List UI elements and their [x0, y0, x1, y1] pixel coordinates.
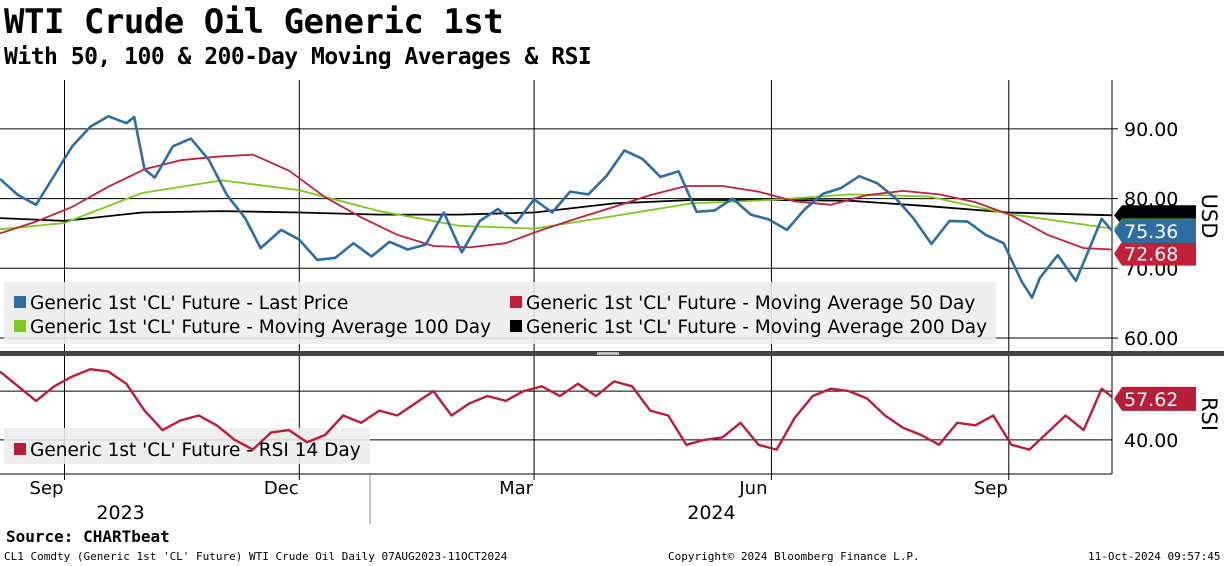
separator-grip[interactable]: [597, 352, 619, 355]
price-axis-title: USD: [1197, 194, 1221, 239]
legend-swatch: [14, 296, 26, 308]
legend-item-ma200: Generic 1st 'CL' Future - Moving Average…: [510, 317, 987, 338]
legend-label: Generic 1st 'CL' Future - Moving Average…: [30, 317, 491, 338]
year-label: 2023: [96, 502, 144, 524]
gridlines: [0, 80, 1112, 474]
ma100-line: [0, 179, 1113, 231]
x-tick-label: Jun: [738, 478, 767, 499]
y-tick-label: 80.00: [1124, 189, 1178, 211]
legend-label: Generic 1st 'CL' Future - Moving Average…: [526, 293, 975, 314]
x-tick-label: Dec: [264, 478, 299, 499]
rsi-axis-title: RSI: [1197, 397, 1221, 431]
rsi-line: [0, 368, 1113, 451]
legend-label: Generic 1st 'CL' Future - Moving Average…: [526, 317, 987, 338]
x-tick-label: Mar: [499, 478, 534, 499]
legend-label: Generic 1st 'CL' Future - RSI 14 Day: [30, 440, 361, 461]
legend-item-rsi: Generic 1st 'CL' Future - RSI 14 Day: [14, 440, 361, 461]
last-value-text: 57.62: [1124, 389, 1178, 411]
rsi-legend-box: [4, 428, 370, 464]
legend-swatch: [14, 443, 26, 455]
legend-swatch: [510, 296, 522, 308]
price-legend-box: [4, 282, 996, 344]
last-price-line: [0, 115, 1113, 299]
ma200-line: [0, 199, 1113, 222]
footer-copyright: Copyright© 2024 Bloomberg Finance L.P.: [668, 550, 920, 563]
footer-timestamp: 11-Oct-2024 09:57:45: [1088, 550, 1221, 563]
year-label: 2024: [687, 502, 735, 524]
rsi-tick-label: 40.00: [1124, 430, 1178, 452]
rsi-last-tag: 57.62: [1114, 386, 1196, 411]
legend-item-ma100: Generic 1st 'CL' Future - Moving Average…: [14, 317, 491, 338]
last-value-text: 75.36: [1124, 221, 1178, 243]
y-tick-label: 90.00: [1124, 119, 1178, 141]
last-price-tag: 75.36: [1114, 218, 1196, 243]
legend-item-ma50: Generic 1st 'CL' Future - Moving Average…: [510, 293, 975, 314]
y-tick-label: 60.00: [1124, 328, 1178, 350]
legend-swatch: [14, 320, 26, 332]
source-note: Source: CHARTbeat: [6, 527, 170, 546]
ma50-last-tag: 72.68: [1114, 241, 1196, 266]
x-tick-label: Sep: [30, 478, 64, 499]
last-value-text: 72.68: [1124, 244, 1178, 266]
legend-swatch: [510, 320, 522, 332]
footer-series-info: CL1 Comdty (Generic 1st 'CL' Future) WTI…: [4, 550, 508, 563]
ma50-line: [0, 153, 1113, 251]
legend-label: Generic 1st 'CL' Future - Last Price: [30, 293, 348, 314]
x-tick-label: Sep: [974, 478, 1008, 499]
legend-item-last-price: Generic 1st 'CL' Future - Last Price: [14, 293, 348, 314]
chart-title: WTI Crude Oil Generic 1st: [4, 2, 504, 42]
chart-subtitle: With 50, 100 & 200-Day Moving Averages &…: [4, 44, 592, 70]
